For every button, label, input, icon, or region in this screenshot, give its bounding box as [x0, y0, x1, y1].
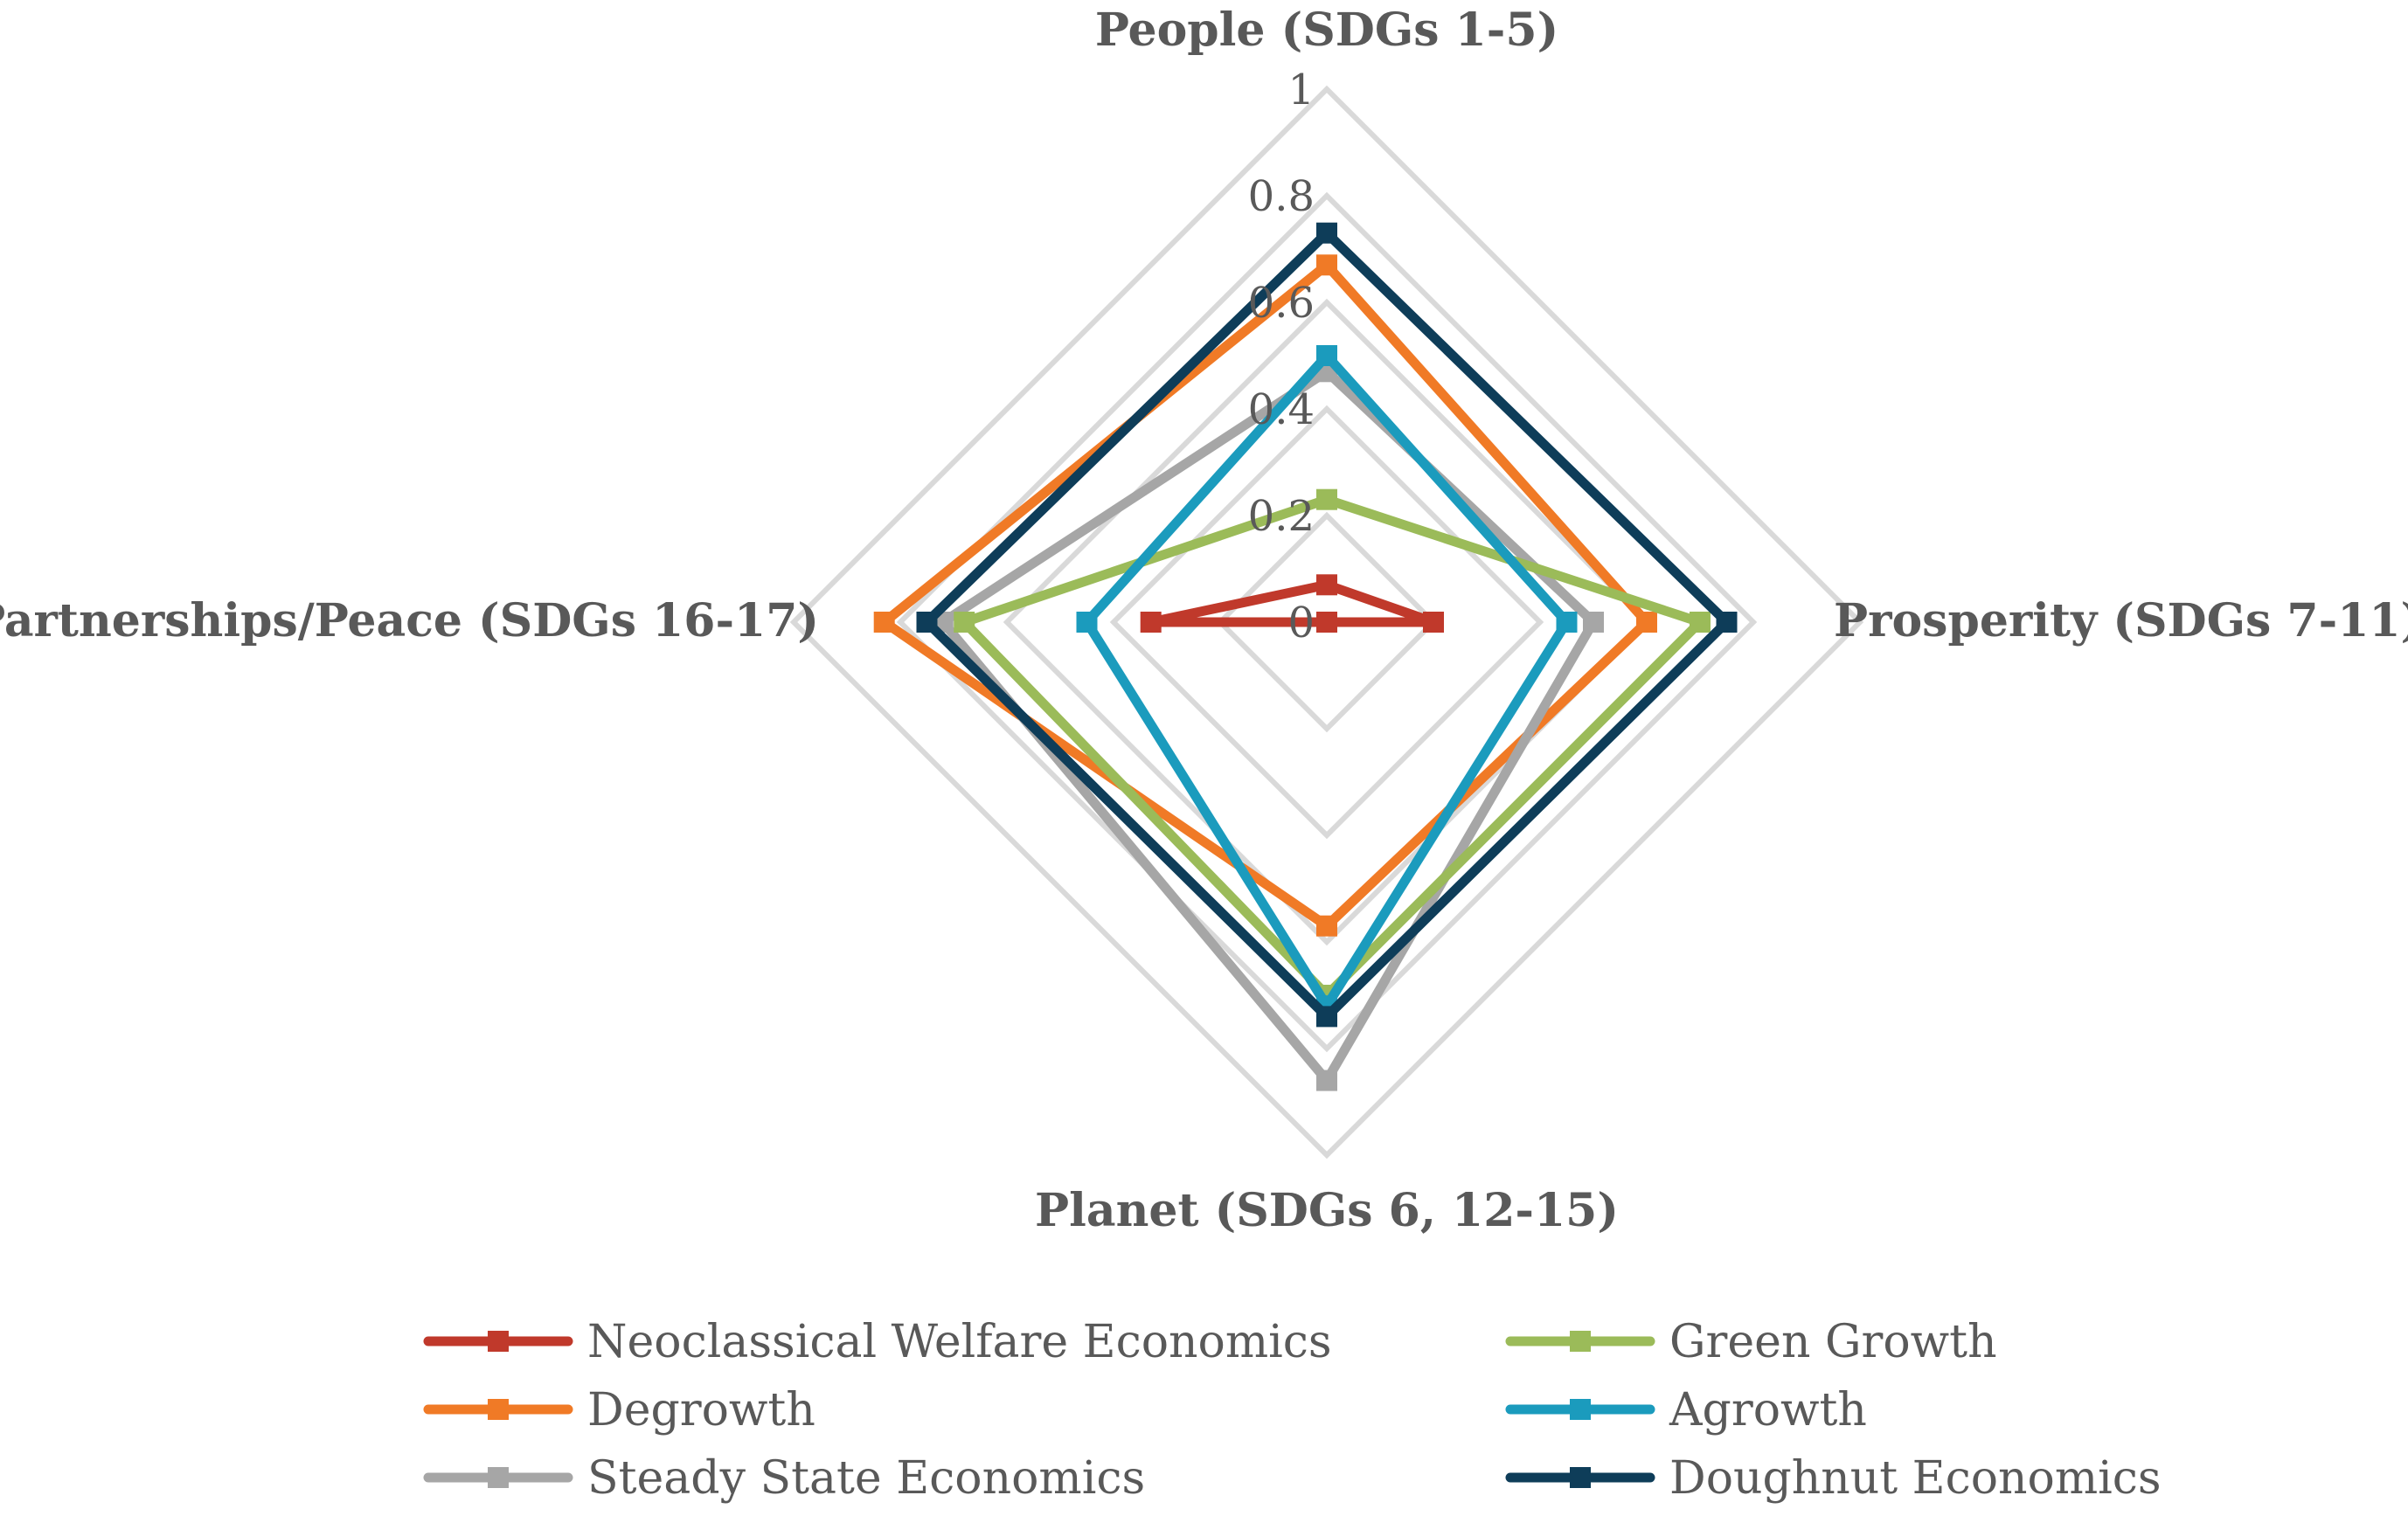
point-steady-state-economics-1 — [1583, 612, 1604, 633]
point-green-growth-0 — [1316, 488, 1337, 510]
point-doughnut-economics-2 — [1316, 1006, 1337, 1028]
legend-item-neoclassical-welfare-economics: Neoclassical Welfare Economics — [423, 1316, 1332, 1368]
point-agrowth-3 — [1076, 612, 1098, 633]
point-degrowth-3 — [873, 612, 895, 633]
point-green-growth-1 — [1690, 612, 1711, 633]
legend-label: Agrowth — [1669, 1384, 1867, 1436]
grid-ring-1 — [1216, 511, 1438, 733]
tick-label-0: 0 — [1287, 599, 1315, 647]
legend-label: Degrowth — [587, 1384, 815, 1436]
tick-label-2: 0.4 — [1248, 385, 1315, 434]
point-green-growth-3 — [954, 612, 975, 633]
series-layer — [873, 222, 1738, 1091]
point-degrowth-1 — [1636, 612, 1657, 633]
point-neoclassical-welfare-economics-3 — [1140, 612, 1162, 633]
legend-item-steady-state-economics: Steady State Economics — [423, 1452, 1145, 1505]
point-agrowth-1 — [1556, 612, 1578, 633]
legend-label: Neoclassical Welfare Economics — [587, 1316, 1332, 1368]
point-doughnut-economics-0 — [1316, 222, 1337, 244]
series-degrowth — [873, 254, 1657, 937]
point-neoclassical-welfare-economics-2 — [1316, 612, 1337, 633]
point-steady-state-economics-2 — [1316, 1070, 1337, 1091]
point-neoclassical-welfare-economics-0 — [1316, 574, 1337, 596]
tick-label-5: 1 — [1287, 66, 1315, 114]
grid-ring-4 — [896, 191, 1758, 1053]
legend-item-doughnut-economics: Doughnut Economics — [1505, 1452, 2162, 1505]
grid-ring-5 — [789, 85, 1864, 1159]
point-neoclassical-welfare-economics-1 — [1423, 612, 1444, 633]
series-doughnut-economics — [916, 222, 1738, 1028]
tick-label-4: 0.8 — [1248, 172, 1315, 221]
legend-item-degrowth: Degrowth — [423, 1384, 815, 1436]
legend: Neoclassical Welfare Economics Green Grow… — [423, 1316, 2162, 1505]
series-neoclassical-welfare-economics — [1140, 574, 1444, 633]
legend-swatch-marker — [488, 1467, 509, 1488]
axis-label-partnerships: Partnerships/Peace (SDGs 16-17) — [0, 594, 819, 647]
axis-label-people: People (SDGs 1-5) — [1095, 3, 1558, 57]
tick-labels: 0 0.2 0.4 0.6 0.8 1 — [1248, 66, 1315, 647]
legend-item-agrowth: Agrowth — [1505, 1384, 1867, 1436]
legend-swatch-marker — [488, 1331, 509, 1352]
axis-labels: People (SDGs 1-5) Prosperity (SDGs 7-11)… — [0, 3, 2408, 1237]
legend-swatch-marker — [1570, 1331, 1591, 1352]
legend-label: Doughnut Economics — [1669, 1452, 2162, 1505]
point-doughnut-economics-3 — [916, 612, 938, 633]
legend-label: Steady State Economics — [587, 1452, 1145, 1505]
point-doughnut-economics-1 — [1716, 612, 1738, 633]
axis-label-planet: Planet (SDGs 6, 12-15) — [1035, 1184, 1619, 1237]
legend-label: Green Growth — [1669, 1316, 1997, 1368]
tick-label-3: 0.6 — [1248, 279, 1315, 328]
point-degrowth-2 — [1316, 915, 1337, 937]
point-agrowth-0 — [1316, 345, 1337, 366]
legend-swatch-marker — [1570, 1399, 1591, 1420]
series-green-growth — [954, 488, 1711, 1006]
point-degrowth-0 — [1316, 254, 1337, 276]
legend-swatch-marker — [488, 1399, 509, 1420]
axis-label-prosperity: Prosperity (SDGs 7-11) — [1834, 594, 2408, 647]
legend-item-green-growth: Green Growth — [1505, 1316, 1997, 1368]
legend-swatch-marker — [1570, 1467, 1591, 1488]
tick-label-1: 0.2 — [1248, 492, 1315, 541]
